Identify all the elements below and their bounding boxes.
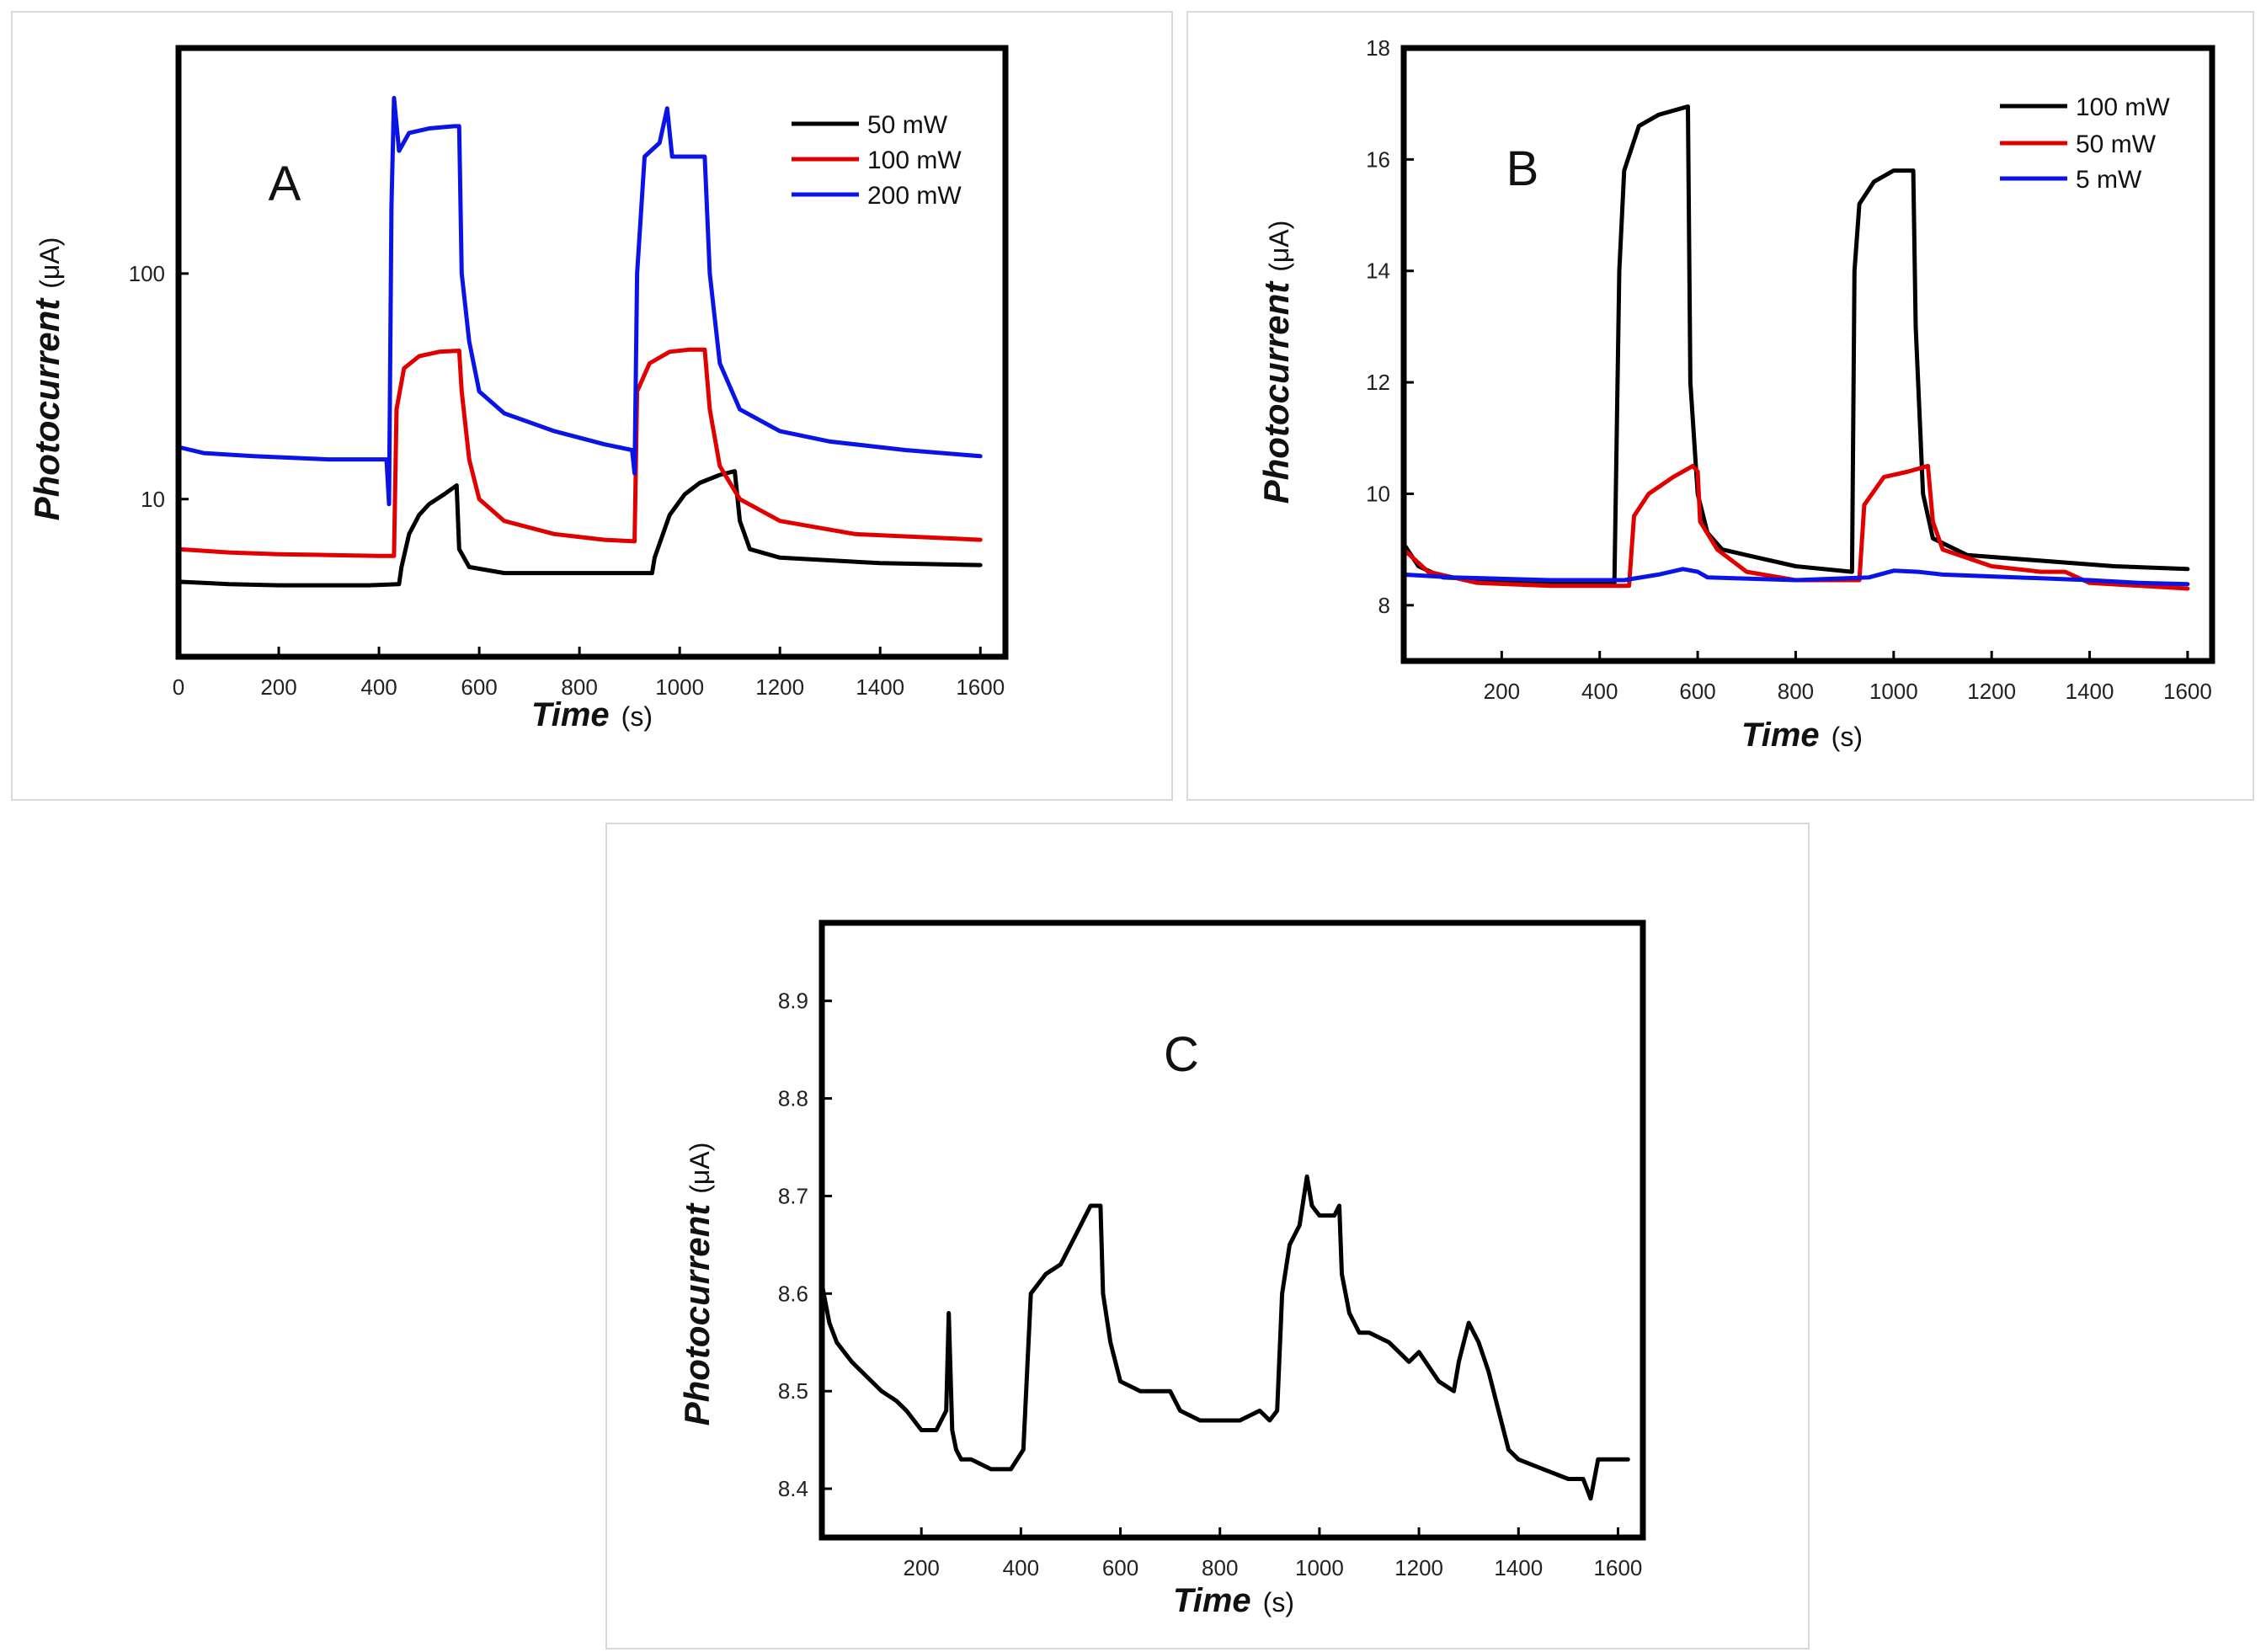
panel-a-x-tick-label: 400 — [360, 674, 397, 700]
panel-c-label: C — [1164, 1027, 1199, 1082]
panel-c-y-tick-label: 8.5 — [778, 1378, 808, 1404]
panel-c-card — [605, 823, 1810, 1649]
panel-b-card — [1186, 11, 2254, 801]
panel-b-x-tick-label: 1600 — [2163, 679, 2212, 704]
panel-b-y-label: Photocurrent (μA) — [1256, 221, 1296, 504]
panel-a-x-tick-label: 800 — [561, 674, 597, 700]
panel-b-traces — [1401, 104, 2190, 591]
panel-c-series-0-line — [819, 1174, 1630, 1501]
panel-a: 0 200 400 600 800 1000 1200 1400 1600 10 100 A Ti… — [27, 45, 1009, 733]
panel-a-y-label: Photocurrent (μA) — [27, 237, 67, 521]
panel-a-label: A — [269, 157, 301, 211]
panel-b-x-label-unit: (s) — [1831, 722, 1863, 752]
panel-b: 200 400 600 800 1000 1200 1400 1600 8 10 12 14 16 18… — [1256, 35, 2215, 754]
panel-c-x-label-unit: (s) — [1263, 1587, 1294, 1617]
panel-b-legend-label-50mw: 50 mW — [2076, 131, 2157, 158]
panel-a-y-label-main: Photocurrent — [27, 297, 67, 521]
panel-b-x-tick-label: 600 — [1679, 679, 1715, 704]
panel-b-x-tick-label: 1200 — [1967, 679, 2016, 704]
panel-a-y-tick-label: 100 — [129, 261, 165, 286]
panel-c-x-label: Time (s) — [1173, 1582, 1294, 1619]
panel-b-y-label-main: Photocurrent — [1256, 280, 1296, 504]
panel-c-x-tick-label: 800 — [1202, 1555, 1238, 1580]
panel-a-series-2-line — [176, 95, 983, 507]
panel-b-series-0-line — [1401, 104, 2190, 585]
panel-a-x-tick-label: 600 — [461, 674, 497, 700]
panel-b-series-2-line — [1401, 567, 2190, 587]
panel-c-x-label-main: Time — [1173, 1582, 1251, 1619]
panel-b-x-ticks: 200 400 600 800 1000 1200 1400 1600 — [1484, 651, 2212, 704]
panel-b-x-label-main: Time — [1741, 717, 1820, 754]
panel-a-legend-label-200mw: 200 mW — [867, 182, 962, 210]
panel-c-y-ticks: 8.4 8.5 8.6 8.7 8.8 8.9 — [778, 989, 832, 1501]
panel-b-series-1-line — [1401, 463, 2190, 591]
panel-b-x-tick-label: 1000 — [1869, 679, 1918, 704]
panel-a-series-1-line — [176, 347, 983, 558]
panel-c-y-label-main: Photocurrent — [677, 1202, 717, 1426]
panel-a-traces — [176, 95, 983, 588]
panel-a-x-ticks: 0 200 400 600 800 1000 1200 1400 1600 — [173, 647, 1005, 700]
panel-b-legend-label-5mw: 5 mW — [2076, 166, 2142, 194]
panel-b-legend: 100 mW 50 mW 5 mW — [2000, 93, 2170, 194]
panel-b-y-tick-label: 10 — [1366, 481, 1390, 506]
panel-c-y-label: Photocurrent (μA) — [677, 1143, 717, 1426]
panel-c-x-tick-label: 600 — [1102, 1555, 1138, 1580]
panel-c-y-tick-label: 8.4 — [778, 1476, 808, 1501]
panel-b-x-tick-label: 400 — [1581, 679, 1618, 704]
panel-b-y-tick-label: 18 — [1366, 35, 1390, 61]
panel-a-legend-label-50mw: 50 mW — [867, 111, 948, 139]
panel-c-x-tick-label: 1400 — [1494, 1555, 1543, 1580]
panel-a-series-0-line — [176, 469, 983, 588]
panel-c-y-tick-label: 8.7 — [778, 1183, 808, 1208]
panel-a-x-tick-label: 1600 — [956, 674, 1005, 700]
panel-b-y-label-unit: (μA) — [1264, 221, 1294, 272]
panel-a-x-tick-label: 1000 — [655, 674, 704, 700]
panel-a-x-label-unit: (s) — [621, 701, 653, 732]
panel-b-x-tick-label: 1400 — [2066, 679, 2114, 704]
panel-b-x-tick-label: 200 — [1484, 679, 1520, 704]
panel-b-y-tick-label: 16 — [1366, 147, 1390, 172]
panel-a-card — [11, 11, 1173, 801]
panel-b-x-label: Time (s) — [1741, 717, 1863, 754]
panel-a-x-tick-label: 1400 — [856, 674, 904, 700]
panel-c-x-tick-label: 200 — [903, 1555, 939, 1580]
panel-b-x-tick-label: 800 — [1778, 679, 1814, 704]
panel-c-x-tick-label: 1000 — [1295, 1555, 1344, 1580]
panel-c-y-label-unit: (μA) — [685, 1143, 715, 1194]
panel-c-y-tick-label: 8.6 — [778, 1281, 808, 1306]
panel-c-traces — [819, 1174, 1630, 1501]
panel-b-y-tick-label: 12 — [1366, 370, 1390, 395]
panel-c-y-tick-label: 8.9 — [778, 989, 808, 1014]
panel-b-plot-frame — [1400, 45, 2215, 664]
panel-a-y-ticks: 10 100 — [129, 261, 189, 512]
panel-a-x-tick-label: 0 — [173, 674, 184, 700]
panel-c-y-tick-label: 8.8 — [778, 1086, 808, 1111]
panel-a-y-tick-label: 10 — [141, 487, 165, 512]
panel-c: 200 400 600 800 1000 1200 1400 1600 8.48.58.68.… — [677, 919, 1646, 1619]
panel-a-legend: 50 mW 100 mW 200 mW — [792, 111, 962, 210]
panel-b-y-ticks: 8 10 12 14 16 18 — [1366, 35, 1414, 618]
panel-b-y-tick-label: 14 — [1366, 258, 1390, 284]
panel-b-legend-label-100mw: 100 mW — [2076, 93, 2170, 121]
panel-a-x-tick-label: 200 — [260, 674, 296, 700]
panel-a-x-label-main: Time — [531, 696, 610, 733]
panel-a-x-tick-label: 1200 — [755, 674, 804, 700]
panel-c-x-tick-label: 400 — [1003, 1555, 1039, 1580]
panel-a-x-label: Time (s) — [531, 696, 653, 733]
panel-a-legend-label-100mw: 100 mW — [867, 147, 962, 174]
panel-c-x-tick-label: 1600 — [1594, 1555, 1643, 1580]
panel-b-y-tick-label: 8 — [1378, 593, 1390, 618]
panel-a-y-label-unit: (μA) — [35, 237, 65, 289]
panel-b-label: B — [1506, 141, 1539, 196]
panel-c-x-tick-label: 1200 — [1394, 1555, 1443, 1580]
panel-c-plot-frame — [818, 919, 1646, 1541]
panel-c-x-ticks: 200 400 600 800 1000 1200 1400 1600 — [903, 1527, 1642, 1580]
panel-a-plot-frame — [175, 45, 1009, 660]
